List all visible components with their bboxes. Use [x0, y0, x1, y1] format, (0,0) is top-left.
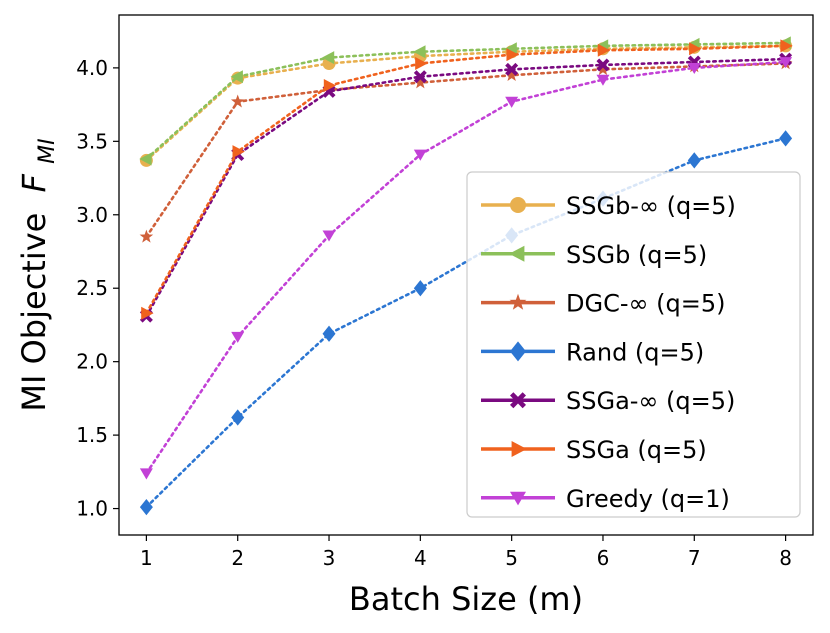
- legend: SSGb-∞ (q=5) SSGb (q=5) DGC-∞ (q=5) Rand (q…: [466, 171, 801, 518]
- data-point: [596, 62, 610, 76]
- legend-label: SSGa (q=5): [566, 436, 707, 464]
- series-line: [145, 41, 787, 161]
- series-6: [139, 57, 793, 480]
- data-point: [597, 43, 611, 57]
- x-axis: 1 2 3 4 5 6 7 8: [140, 535, 792, 570]
- y-tick-label: 2.0: [76, 350, 108, 374]
- data-point: [139, 498, 153, 516]
- legend-marker: [510, 392, 526, 409]
- legend-item: SSGb-∞ (q=5): [481, 192, 736, 220]
- legend-label: DGC-∞ (q=5): [566, 290, 725, 318]
- data-point: [321, 51, 335, 65]
- legend-marker: [510, 341, 526, 362]
- legend-item: SSGa-∞ (q=5): [481, 387, 735, 415]
- data-point: [139, 229, 154, 243]
- legend-marker: [509, 293, 527, 310]
- y-tick-label: 1.0: [76, 497, 108, 521]
- data-point: [779, 57, 793, 69]
- data-point: [231, 331, 245, 343]
- legend-box: [466, 171, 801, 518]
- data-point: [687, 152, 701, 169]
- y-axis-label-subscript: MI: [35, 138, 60, 163]
- x-tick-label: 8: [779, 546, 792, 570]
- series-line: [145, 44, 787, 315]
- data-point: [413, 70, 427, 84]
- data-point: [413, 149, 427, 161]
- y-axis-label-text: MI Objective: [15, 213, 53, 412]
- x-tick-label: 3: [323, 546, 336, 570]
- legend-item: SSGb (q=5): [481, 241, 707, 269]
- data-point: [687, 63, 701, 75]
- series-5: [141, 39, 793, 320]
- legend-label: SSGb-∞ (q=5): [566, 192, 736, 220]
- x-tick-label: 2: [231, 546, 244, 570]
- data-point: [139, 152, 152, 166]
- legend-item: SSGa (q=5): [481, 436, 707, 464]
- plot-frame: [118, 14, 814, 536]
- data-point: [779, 130, 793, 147]
- data-point: [506, 48, 519, 62]
- legend-label: SSGa-∞ (q=5): [566, 387, 735, 415]
- x-tick-label: 7: [688, 546, 701, 570]
- data-point: [780, 39, 793, 53]
- data-point: [141, 306, 154, 320]
- y-axis: 1.0 1.5 2.0 2.5 3.0 3.5 4.0: [76, 56, 119, 521]
- data-point: [505, 62, 519, 76]
- x-tick-label: 6: [597, 546, 610, 570]
- y-axis-label-symbol: F: [15, 173, 53, 192]
- data-point: [230, 70, 243, 84]
- series-line: [145, 60, 787, 475]
- data-point: [230, 94, 245, 108]
- y-tick-label: 1.5: [76, 423, 108, 447]
- data-point: [231, 409, 245, 426]
- data-point: [505, 96, 519, 108]
- legend-item: DGC-∞ (q=5): [481, 290, 725, 318]
- series-line: [145, 57, 787, 318]
- legend-label: Rand (q=5): [566, 338, 704, 366]
- legend-label: SSGb (q=5): [566, 241, 707, 269]
- x-tick-label: 1: [140, 546, 153, 570]
- y-axis-label: MI Objective F MI: [15, 138, 60, 411]
- data-point: [139, 468, 153, 480]
- data-point: [413, 75, 428, 89]
- y-tick-label: 3.0: [76, 203, 108, 227]
- data-point: [413, 280, 427, 297]
- y-tick-label: 4.0: [76, 56, 108, 80]
- series-line: [145, 62, 787, 239]
- series-line: [145, 44, 787, 162]
- data-point: [596, 58, 610, 72]
- y-tick-label: 2.5: [76, 276, 108, 300]
- data-point: [322, 325, 336, 342]
- legend-marker: [511, 441, 527, 457]
- data-point: [689, 42, 702, 56]
- data-point: [232, 145, 245, 159]
- legend-marker: [510, 197, 526, 213]
- legend-item: Rand (q=5): [481, 338, 704, 366]
- legend-label: Greedy (q=1): [566, 485, 730, 513]
- data-point: [415, 56, 428, 70]
- x-tick-label: 4: [414, 546, 427, 570]
- data-point: [322, 230, 336, 242]
- legend-item: Greedy (q=1): [481, 485, 730, 513]
- series-line: [145, 137, 787, 509]
- data-point: [504, 68, 519, 82]
- data-point: [596, 74, 610, 86]
- x-tick-label: 5: [505, 546, 518, 570]
- y-tick-label: 3.5: [76, 129, 108, 153]
- data-point: [323, 79, 337, 93]
- data-point: [413, 45, 426, 59]
- legend-marker: [510, 491, 526, 506]
- x-axis-label: Batch Size (m): [349, 580, 583, 618]
- legend-marker: [509, 245, 525, 262]
